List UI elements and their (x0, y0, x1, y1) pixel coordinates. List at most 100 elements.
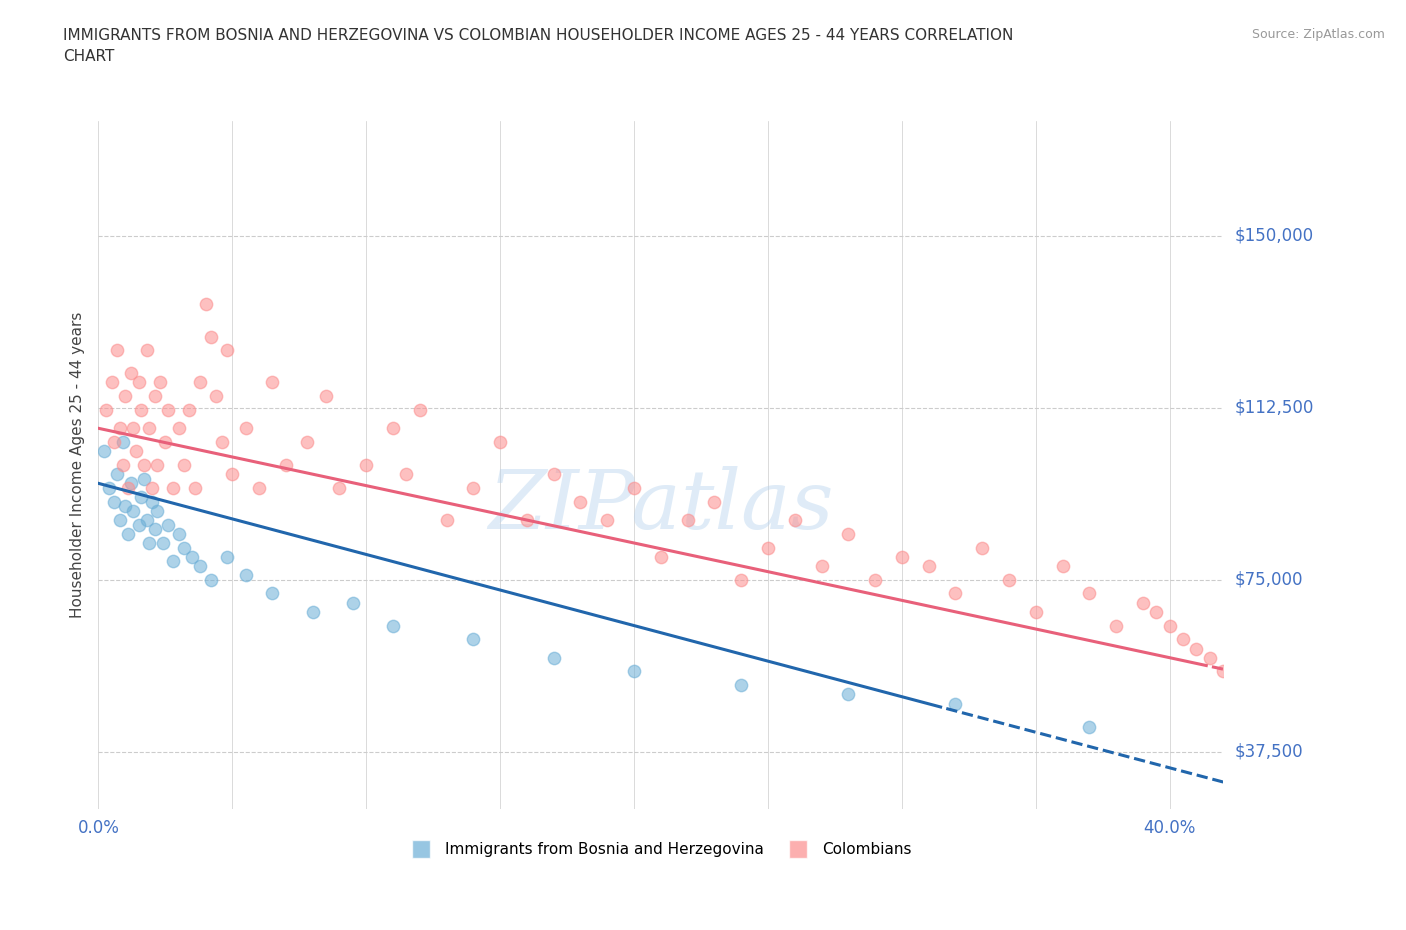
Point (200, 572, 222, 587)
Point (141, 481, 163, 496)
Point (96, 403, 118, 418)
Point (135, 512, 157, 527)
Point (262, 375, 284, 390)
Point (167, 526, 190, 541)
Point (863, 572, 886, 587)
Point (103, 434, 125, 449)
Point (1105, 618, 1128, 633)
Point (543, 467, 565, 482)
Point (173, 540, 195, 555)
Point (1239, 678, 1261, 693)
Point (382, 618, 405, 633)
Point (297, 434, 319, 449)
Text: $150,000: $150,000 (1234, 227, 1313, 245)
Point (730, 678, 752, 693)
Text: $112,500: $112,500 (1234, 399, 1313, 417)
Point (205, 389, 228, 404)
Point (188, 375, 211, 390)
Point (149, 375, 172, 390)
Point (1171, 631, 1194, 646)
Point (114, 389, 136, 404)
Point (128, 375, 150, 390)
Point (122, 503, 145, 518)
Point (221, 467, 243, 482)
Point (132, 472, 155, 486)
Point (194, 297, 217, 312)
Point (98, 481, 121, 496)
Point (143, 522, 166, 537)
Point (143, 389, 166, 404)
Point (676, 512, 699, 527)
Point (301, 604, 323, 619)
Y-axis label: Householder Income Ages 25 - 44 years: Householder Income Ages 25 - 44 years (69, 312, 84, 618)
Point (730, 572, 752, 587)
Point (235, 421, 257, 436)
Point (516, 512, 538, 527)
Point (596, 512, 619, 527)
Point (211, 434, 233, 449)
Point (105, 467, 128, 482)
Point (703, 494, 725, 509)
Point (756, 540, 779, 555)
Point (569, 494, 592, 509)
Text: IMMIGRANTS FROM BOSNIA AND HERZEGOVINA VS COLOMBIAN HOUSEHOLDER INCOME AGES 25 -: IMMIGRANTS FROM BOSNIA AND HERZEGOVINA V… (63, 28, 1014, 64)
Point (173, 458, 195, 472)
Point (215, 343, 238, 358)
Point (945, 697, 967, 711)
Point (1185, 641, 1208, 656)
Point (783, 512, 806, 527)
Point (120, 476, 142, 491)
Point (179, 403, 201, 418)
Point (93, 444, 115, 458)
Point (382, 421, 405, 436)
Point (623, 481, 645, 496)
Point (152, 536, 174, 551)
Point (117, 481, 139, 496)
Point (128, 517, 150, 532)
Point (129, 403, 152, 418)
Point (135, 343, 157, 358)
Point (972, 540, 994, 555)
Point (200, 329, 222, 344)
Point (101, 375, 124, 390)
Point (837, 526, 859, 541)
Point (132, 458, 155, 472)
Point (215, 550, 238, 565)
Point (157, 517, 180, 532)
Point (184, 481, 207, 496)
Point (328, 481, 350, 496)
Point (111, 458, 134, 472)
Point (122, 421, 145, 436)
Text: $75,000: $75,000 (1234, 571, 1303, 589)
Point (1132, 595, 1154, 610)
Point (810, 559, 832, 574)
Text: ZIPatlas: ZIPatlas (488, 466, 834, 546)
Point (114, 498, 136, 513)
Point (1052, 559, 1074, 574)
Point (155, 434, 177, 449)
Point (1025, 604, 1047, 619)
Point (463, 481, 485, 496)
Point (108, 512, 131, 527)
Point (146, 503, 169, 518)
Point (1198, 650, 1220, 665)
Point (138, 421, 160, 436)
Point (138, 536, 160, 551)
Point (146, 458, 169, 472)
Text: Source: ZipAtlas.com: Source: ZipAtlas.com (1251, 28, 1385, 41)
Point (141, 494, 163, 509)
Point (167, 421, 190, 436)
Point (354, 458, 377, 472)
Point (235, 567, 257, 582)
Point (129, 490, 152, 505)
Point (837, 687, 859, 702)
Point (111, 434, 134, 449)
Point (1144, 604, 1167, 619)
Point (108, 421, 131, 436)
Point (157, 403, 180, 418)
Point (125, 444, 148, 458)
Point (103, 494, 125, 509)
Legend: Immigrants from Bosnia and Herzegovina, Colombians: Immigrants from Bosnia and Herzegovina, … (404, 836, 918, 863)
Point (945, 586, 967, 601)
Point (1078, 719, 1101, 734)
